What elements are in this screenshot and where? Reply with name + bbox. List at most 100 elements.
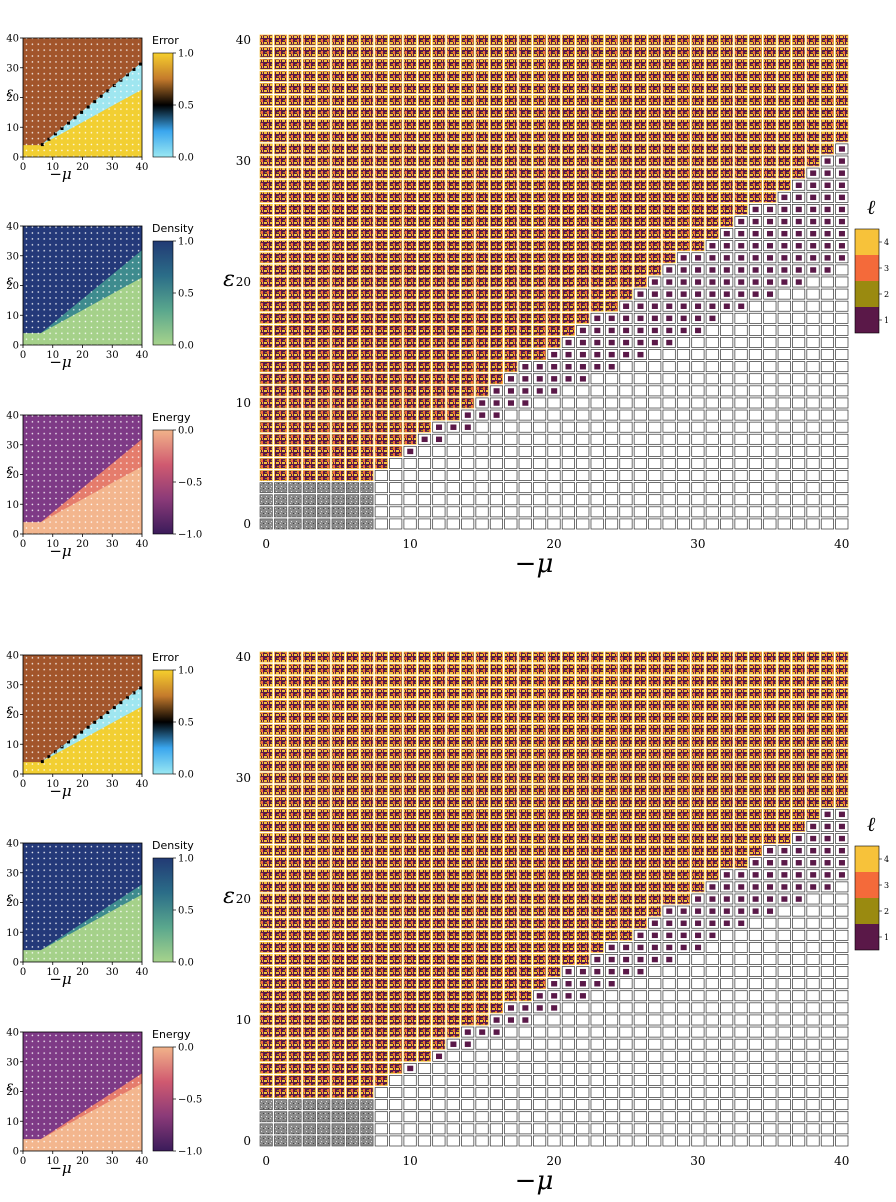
grid-cell: [403, 1038, 417, 1050]
grid-cell: [331, 445, 345, 457]
grid-cell: [518, 155, 532, 167]
grid-cell: [662, 869, 676, 881]
grid-cell: [317, 445, 331, 457]
x-tick-label: 0: [20, 539, 26, 550]
grid-cell: [302, 276, 316, 288]
grid-cell-particle: [695, 279, 702, 285]
grid-cell: [389, 833, 403, 844]
grid-cell: [676, 772, 691, 784]
grid-cell: [475, 808, 489, 820]
grid-cell: [533, 1050, 547, 1062]
grid-cell: [389, 1050, 403, 1062]
grid-cell: [288, 46, 302, 58]
grid-cell: [489, 276, 503, 288]
grid-cell: [662, 1002, 676, 1014]
grid-cell: [633, 663, 647, 675]
grid-cell: [533, 1075, 547, 1086]
grid-cell: [676, 397, 691, 409]
grid-cell: [676, 409, 691, 421]
grid-cell: [345, 482, 360, 494]
grid-cell: [403, 796, 417, 808]
grid-cell: [777, 760, 791, 772]
grid-cell: [475, 34, 489, 46]
grid-cell-particle: [579, 993, 586, 999]
grid-cell: [676, 167, 691, 179]
grid-cell-particle: [781, 230, 788, 237]
grid-cell: [475, 143, 489, 155]
grid-cell: [676, 821, 691, 832]
grid-cell-particle: [838, 255, 845, 261]
grid-cell: [533, 821, 547, 832]
grid-cell: [475, 373, 489, 385]
grid-cell: [432, 228, 446, 240]
grid-cell: [533, 167, 547, 179]
grid-cell: [705, 494, 719, 506]
grid-cell: [561, 869, 575, 881]
grid-cell: [705, 748, 719, 760]
grid-cell: [648, 1062, 662, 1074]
x-tick-label: 30: [106, 350, 119, 361]
grid-cell: [360, 216, 374, 227]
grid-cell: [748, 687, 763, 699]
grid-cell: [763, 1038, 777, 1050]
grid-cell: [576, 107, 590, 119]
colorbar: [152, 429, 174, 535]
grid-cell: [691, 155, 705, 167]
grid-cell: [576, 264, 590, 276]
grid-cell: [331, 276, 345, 288]
grid-cell: [345, 264, 360, 276]
grid-cell: [302, 772, 316, 784]
grid-cell: [777, 34, 791, 46]
grid-cell: [676, 204, 691, 215]
grid-cell: [274, 143, 288, 155]
grid-cell: [576, 240, 590, 252]
grid-cell: [561, 240, 575, 252]
grid-cell: [345, 748, 360, 760]
grid-cell: [820, 95, 834, 106]
grid-cell: [605, 191, 619, 203]
grid-cell: [633, 1050, 647, 1062]
grid-cell: [547, 712, 561, 723]
grid-cell: [835, 1123, 849, 1135]
grid-cell: [446, 494, 460, 506]
grid-cell-particle: [824, 884, 831, 890]
grid-cell: [720, 1099, 734, 1111]
grid-cell: [389, 337, 403, 348]
grid-cell: [633, 228, 647, 240]
grid-cell: [547, 651, 561, 663]
grid-cell: [705, 966, 719, 977]
grid-cell: [792, 712, 806, 723]
grid-cell: [345, 397, 360, 409]
grid-cell: [547, 312, 561, 324]
grid-cell: [662, 1123, 676, 1135]
grid-cell: [259, 337, 273, 348]
grid-cell: [720, 784, 734, 796]
grid-cell: [605, 1026, 619, 1038]
grid-cell: [547, 70, 561, 82]
grid-cell: [792, 312, 806, 324]
grid-cell: [274, 857, 288, 869]
grid-cell: [648, 95, 662, 106]
grid-cell: [317, 893, 331, 905]
grid-cell: [417, 191, 432, 203]
grid-cell: [317, 1062, 331, 1074]
grid-cell: [288, 1050, 302, 1062]
grid-cell: [360, 687, 374, 699]
grid-cell: [432, 881, 446, 893]
grid-cell: [676, 143, 691, 155]
grid-cell: [691, 458, 705, 469]
grid-cell: [345, 167, 360, 179]
grid-cell: [820, 941, 834, 953]
grid-cell: [360, 929, 374, 941]
grid-cell: [676, 990, 691, 1002]
grid-cell: [648, 155, 662, 167]
grid-cell: [648, 1002, 662, 1014]
grid-cell: [734, 131, 748, 143]
grid-cell: [360, 1075, 374, 1086]
grid-cell: [475, 941, 489, 953]
grid-cell: [763, 143, 777, 155]
grid-cell: [403, 1123, 417, 1135]
grid-cell: [259, 288, 273, 300]
grid-cell: [705, 833, 719, 844]
grid-cell: [720, 796, 734, 808]
